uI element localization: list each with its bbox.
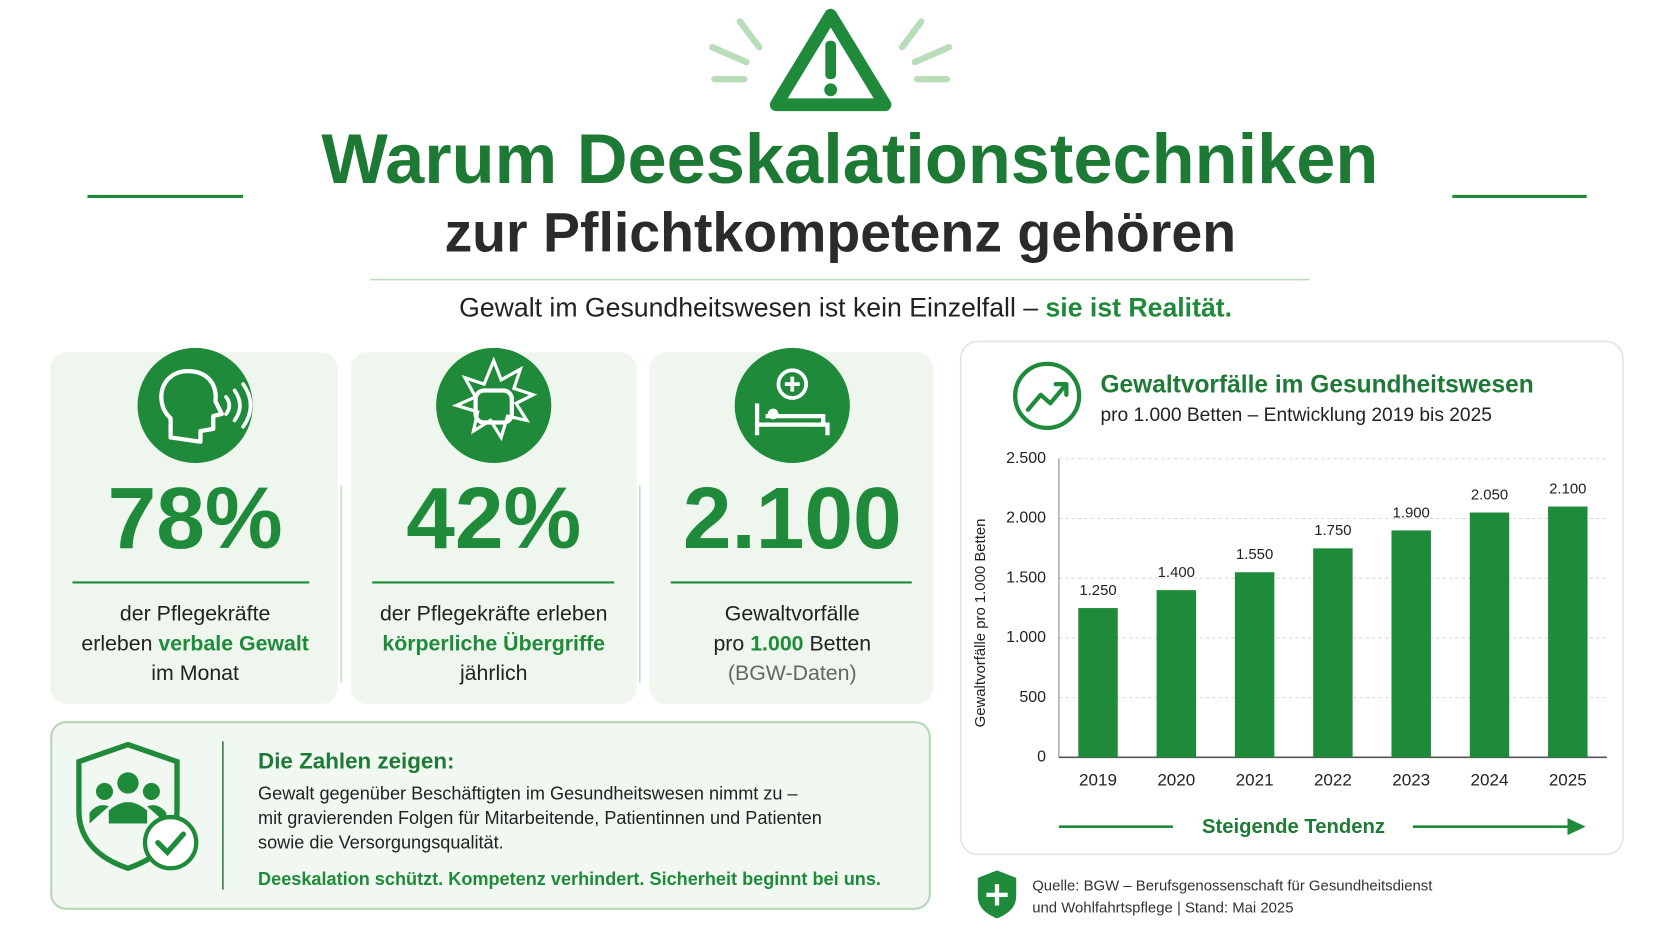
plot: 0 500 1.000 1.500 2.000 2.500 2019 1.250 2020 1.4…: [1006, 450, 1607, 789]
stat-line: Gewaltvorfälle: [725, 601, 860, 625]
stat-card: [350, 352, 637, 705]
x-tick-label: 2022: [1314, 770, 1352, 789]
info-box: [50, 721, 931, 910]
fist-icon: [436, 347, 552, 464]
stat-line: körperliche Übergriffe: [382, 630, 605, 655]
stat-value: 78%: [108, 469, 283, 567]
x-tick-label: 2025: [1549, 770, 1587, 789]
source-line: Quelle: BGW – Berufsgenossenschaft für G…: [1032, 877, 1433, 894]
y-tick-label: 500: [1019, 689, 1046, 706]
stat-value: 2.100: [683, 469, 902, 567]
chart-subtitle: pro 1.000 Betten – Entwicklung 2019 bis …: [1100, 405, 1492, 426]
value-label: 1.550: [1236, 546, 1273, 563]
value-label: 2.050: [1471, 486, 1508, 503]
stat-line: (BGW-Daten): [728, 661, 857, 685]
value-label: 1.900: [1393, 504, 1430, 521]
stat-text: erleben: [81, 631, 158, 655]
trend-icon: [1013, 361, 1082, 430]
speech-icon: [137, 347, 253, 464]
stat-value: 42%: [406, 469, 581, 567]
stat-text: der Pflegekräfte: [120, 601, 270, 625]
chart-card: [959, 340, 1624, 856]
stat-text: der Pflegekräfte erleben: [380, 601, 607, 625]
stat-line: erleben verbale Gewalt: [81, 631, 308, 655]
stat-text: (BGW-Daten): [728, 661, 857, 685]
stat-line: pro 1.000 Betten: [713, 631, 871, 655]
stat-text: Gewaltvorfälle: [725, 601, 860, 625]
warning-icon: [709, 8, 953, 112]
info-line: sowie die Versorgungsqualität.: [258, 832, 504, 852]
bar: [1313, 548, 1353, 758]
stat-highlight: 1.000: [750, 631, 803, 655]
value-label: 1.750: [1314, 522, 1351, 539]
y-tick-label: 1.000: [1006, 629, 1046, 646]
value-label: 2.100: [1549, 480, 1586, 497]
trend-label: Steigende Tendenz: [1202, 816, 1385, 838]
stat-text: pro: [713, 631, 750, 655]
title: Warum Deeskalationstechniken: [321, 119, 1378, 198]
shield-team-icon: [76, 741, 199, 872]
value-label: 1.250: [1079, 582, 1116, 599]
stat-line: der Pflegekräfte erleben: [380, 601, 607, 625]
info-line: mit gravierenden Folgen für Mitarbeitend…: [258, 808, 822, 828]
info-line: Gewalt gegenüber Beschäftigten im Gesund…: [258, 783, 798, 803]
stat-line: jährlich: [459, 661, 528, 685]
y-tick-label: 1.500: [1006, 569, 1046, 586]
bar: [1391, 530, 1431, 758]
x-tick-label: 2020: [1157, 770, 1195, 789]
x-tick-label: 2021: [1236, 770, 1274, 789]
info-heading: Die Zahlen zeigen:: [258, 749, 454, 774]
bed-icon: [734, 347, 850, 464]
stat-text: jährlich: [459, 661, 528, 685]
x-tick-label: 2019: [1079, 770, 1117, 789]
y-tick-label: 2.000: [1006, 510, 1046, 527]
bar: [1469, 512, 1510, 758]
y-tick-label: 2.500: [1006, 450, 1046, 467]
title-line2: zur Pflichtkompetenz gehören: [444, 202, 1236, 264]
subtitle: Gewalt im Gesundheitswesen ist kein Einz…: [459, 293, 1232, 323]
subtitle-emphasis: sie ist Realität.: [1045, 293, 1232, 323]
x-tick-label: 2023: [1392, 770, 1430, 789]
stat-highlight: körperliche Übergriffe: [382, 630, 605, 655]
stat-card: [50, 352, 339, 705]
stat-text: im Monat: [151, 661, 239, 685]
stat-text: Betten: [804, 631, 872, 655]
value-label: 1.400: [1158, 564, 1195, 581]
y-tick-label: 0: [1037, 749, 1046, 766]
source: Quelle: BGW – Berufsgenossenschaft für G…: [1032, 877, 1433, 916]
y-axis-label: Gewaltvorfälle pro 1.000 Betten: [972, 519, 989, 728]
bar: [1156, 590, 1197, 758]
bar: [1548, 506, 1588, 758]
bar: [1234, 572, 1275, 758]
stats: 78% der Pflegekräfte erleben verbale Gewal…: [72, 469, 912, 685]
info-body: Gewalt gegenüber Beschäftigten im Gesund…: [258, 783, 822, 852]
chart-title: Gewaltvorfälle im Gesundheitswesen: [1100, 372, 1533, 399]
stat-card: [649, 352, 934, 705]
subtitle-text: Gewalt im Gesundheitswesen ist kein Einz…: [459, 293, 1045, 323]
stat-highlight: verbale Gewalt: [158, 631, 308, 655]
x-tick-label: 2024: [1471, 770, 1509, 789]
bar: [1078, 608, 1118, 758]
info-closing: Deeskalation schützt. Kompetenz verhinde…: [258, 869, 881, 889]
trend-arrow: [1567, 818, 1586, 836]
source-icon: [977, 870, 1017, 919]
stat-line: der Pflegekräfte: [120, 601, 270, 625]
source-line: und Wohlfahrtspflege | Stand: Mai 2025: [1032, 900, 1293, 917]
stat-line: im Monat: [151, 661, 239, 685]
